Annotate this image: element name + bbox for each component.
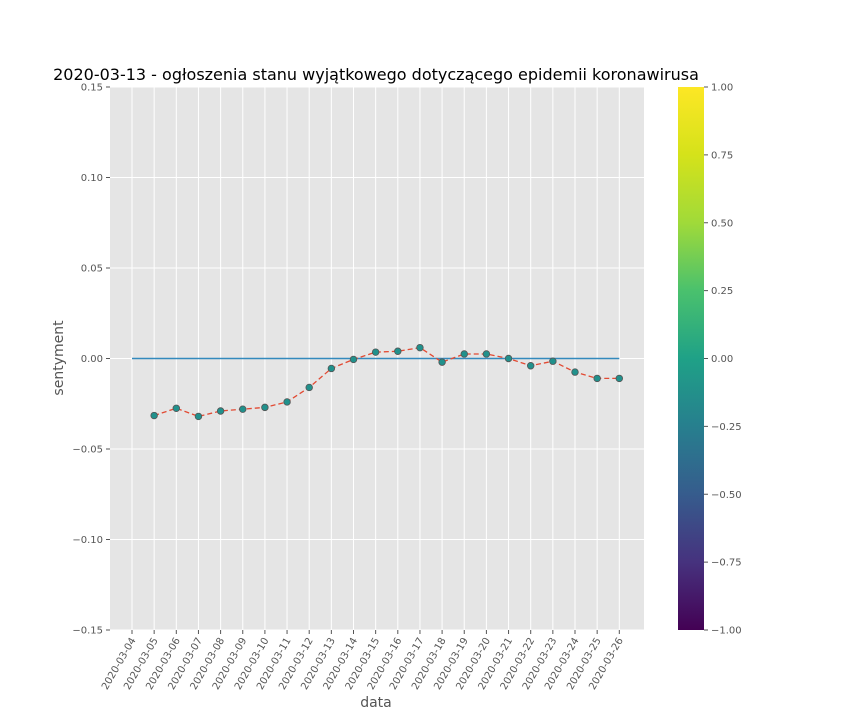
data-point [371, 348, 380, 356]
colorbar-tick-label: −0.75 [711, 558, 742, 569]
data-point [460, 350, 468, 358]
x-axis-label: data [360, 695, 392, 711]
colorbar: 1.00 0.75 0.50 0.25 0.00 −0.25 −0.50 −0.75 −1.00 [678, 83, 742, 637]
data-point [593, 374, 601, 383]
data-point [283, 398, 291, 406]
colorbar-tick-label: 0.25 [711, 286, 733, 297]
data-point [416, 343, 424, 352]
y-axis: 0.15 0.10 0.05 0.00 −0.05 −0.10 −0.15 [72, 83, 110, 637]
colorbar-tick-label: 0.50 [711, 218, 733, 229]
chart-title: 2020-03-13 - ogłoszenia stanu wyjątkoweg… [53, 65, 699, 84]
y-axis-label: sentyment [51, 320, 67, 396]
data-point [194, 412, 203, 421]
colorbar-tick-label: 0.00 [711, 354, 733, 365]
y-tick-label: 0.00 [81, 354, 103, 365]
colorbar-tick-label: −0.50 [711, 490, 742, 501]
data-point [327, 364, 336, 373]
data-point [549, 357, 557, 365]
colorbar-tick-label: 1.00 [711, 83, 733, 94]
data-point [394, 347, 402, 355]
data-point [239, 405, 247, 413]
colorbar-tick-label: 0.75 [711, 150, 733, 161]
data-point [482, 350, 491, 358]
y-tick-label: −0.10 [72, 535, 103, 546]
series-layer [150, 343, 623, 421]
colorbar-tick-label: −1.00 [711, 626, 742, 637]
data-point [261, 403, 269, 412]
data-point [571, 368, 579, 376]
data-point [527, 362, 535, 370]
data-point [438, 358, 446, 366]
data-point [615, 374, 623, 383]
data-point [172, 404, 180, 412]
y-tick-label: 0.05 [81, 264, 103, 275]
data-point [150, 411, 158, 420]
y-tick-label: 0.10 [81, 173, 103, 184]
colorbar-tick-label: −0.25 [711, 422, 742, 433]
data-point [216, 407, 225, 415]
colorbar-gradient [678, 87, 704, 630]
y-tick-label: −0.15 [72, 626, 103, 637]
series-line [153, 346, 620, 418]
data-point [305, 383, 313, 392]
data-point [349, 355, 358, 364]
data-point [504, 354, 513, 363]
x-axis: 2020-03-042020-03-052020-03-062020-03-07… [100, 630, 626, 692]
y-tick-label: 0.15 [81, 83, 103, 94]
y-tick-label: −0.05 [72, 445, 103, 456]
